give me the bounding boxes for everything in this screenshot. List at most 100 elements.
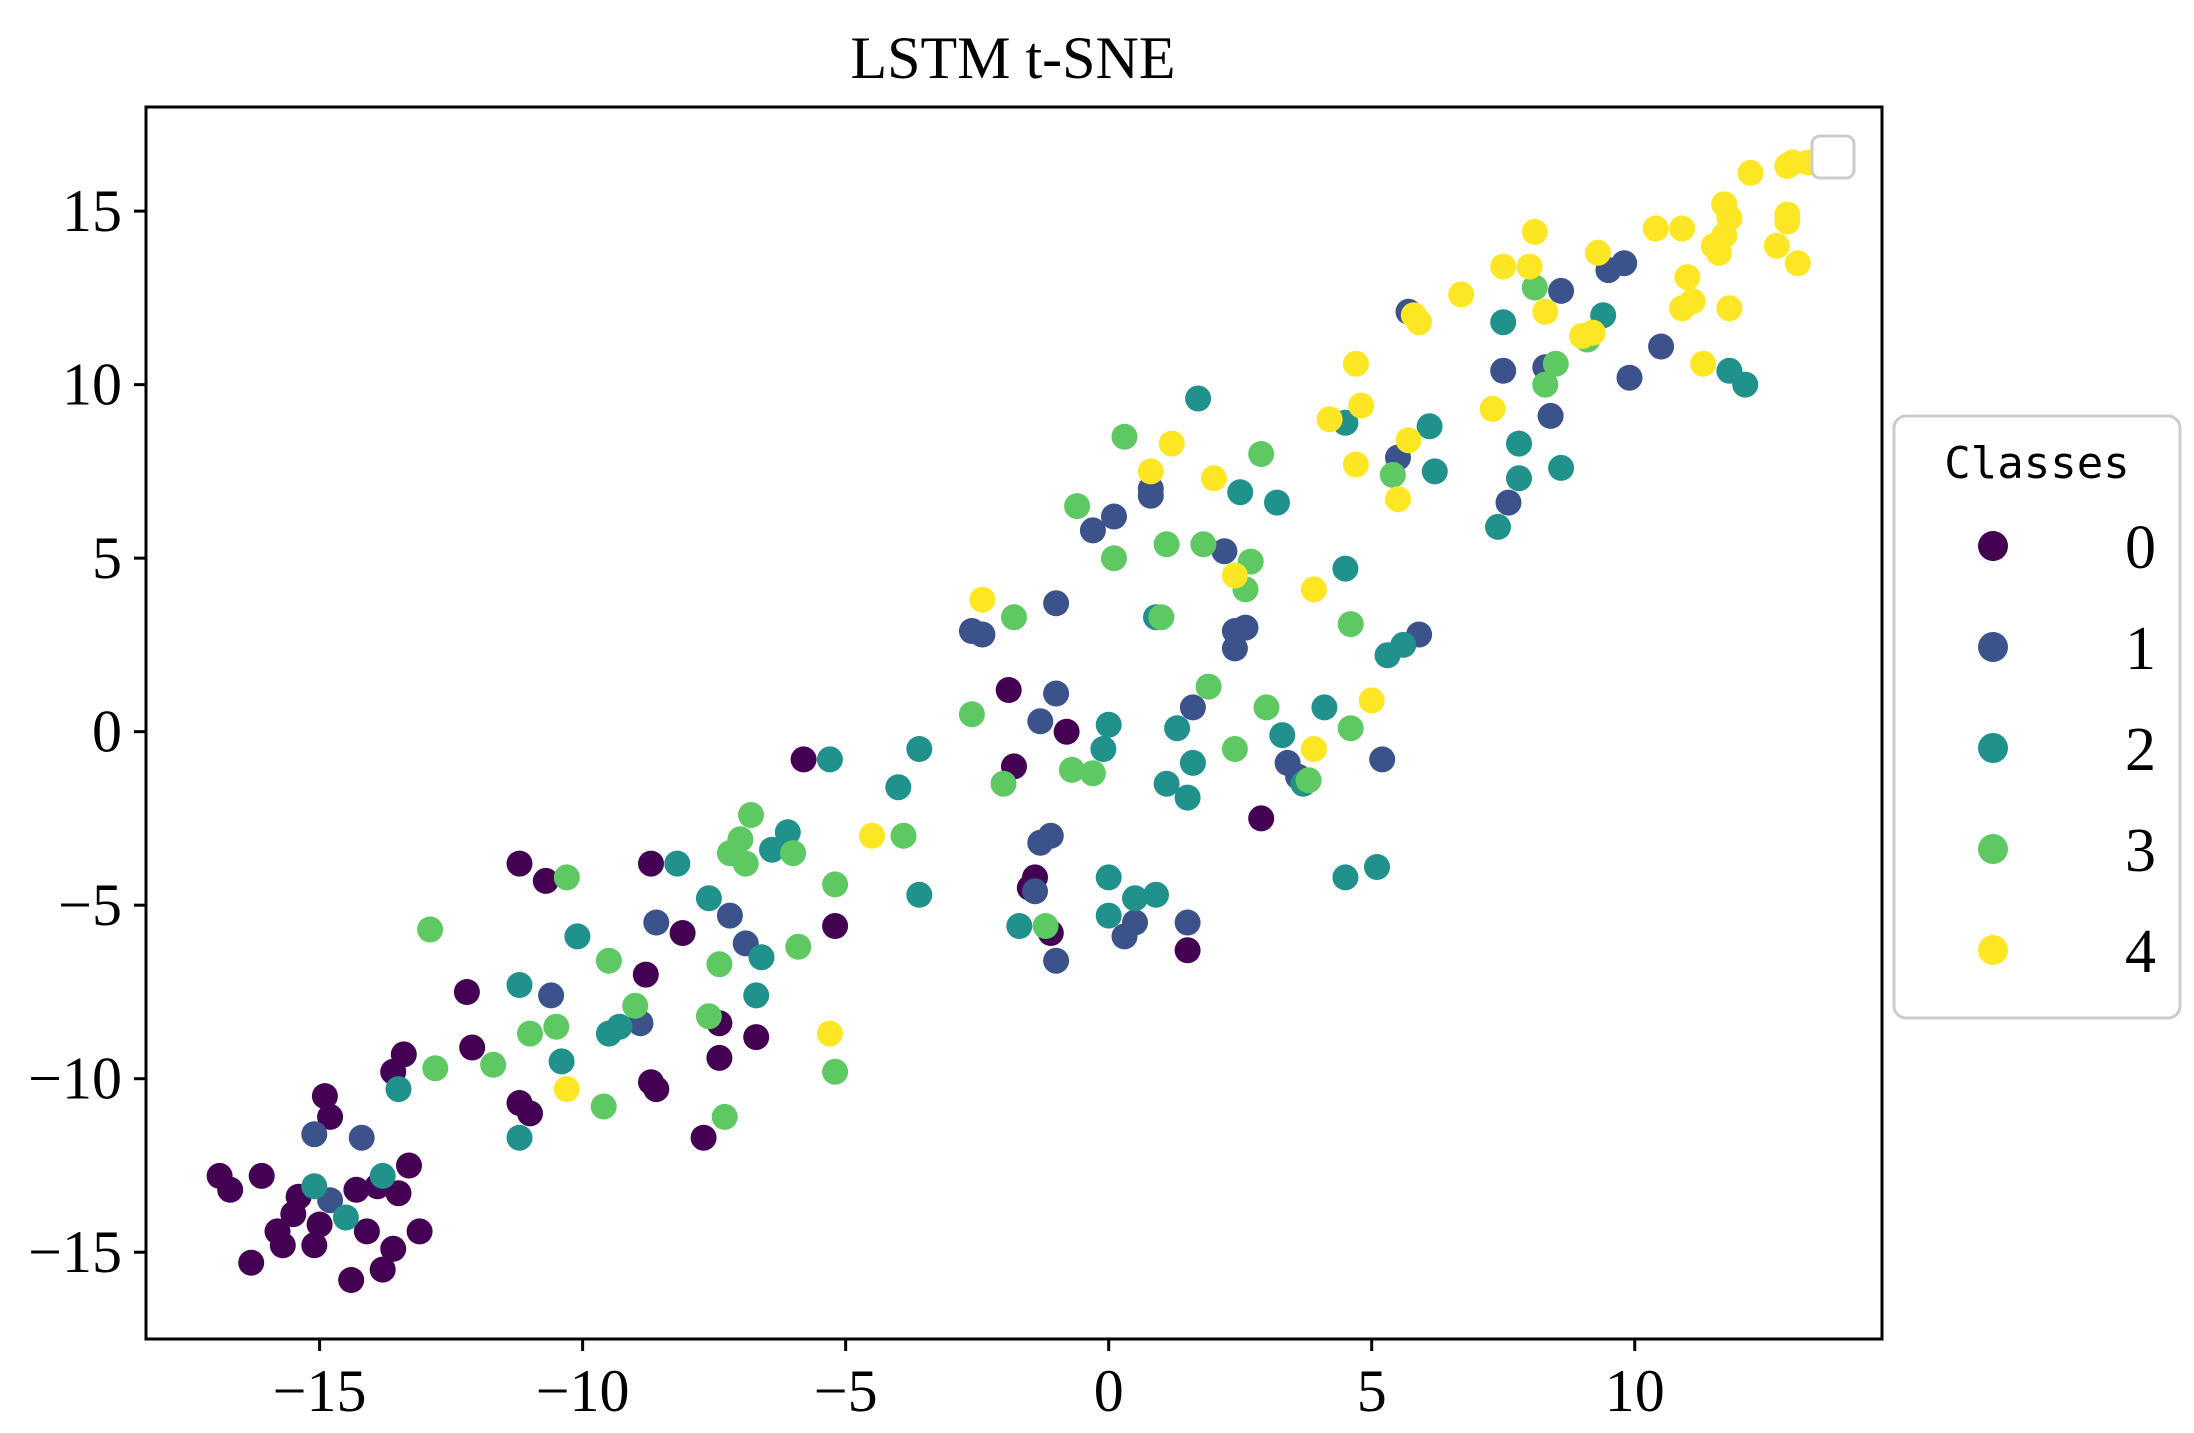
point-class-0 [338,1267,365,1293]
point-class-2 [1090,736,1117,762]
point-class-2 [301,1173,328,1200]
point-class-3 [422,1055,449,1082]
point-class-2 [564,923,591,950]
point-class-3 [1190,531,1217,558]
point-class-2 [695,885,722,912]
point-class-4 [1300,576,1327,603]
point-class-4 [1669,215,1696,242]
point-class-3 [553,864,580,891]
point-class-0 [1174,937,1201,964]
point-class-4 [1300,736,1327,762]
point-class-3 [1248,441,1275,467]
point-class-1 [1211,538,1238,565]
point-class-3 [822,871,849,898]
point-class-1 [1616,364,1643,391]
point-class-4 [1385,486,1411,513]
point-class-1 [1122,909,1148,936]
point-class-4 [1342,451,1369,478]
point-class-4 [1137,458,1164,485]
point-class-3 [706,951,733,978]
point-class-3 [417,916,444,943]
point-class-3 [727,826,754,853]
chart-title: LSTM t-SNE [850,25,1175,91]
point-class-4 [1448,281,1475,308]
point-class-1 [301,1121,328,1148]
point-class-2 [748,944,775,971]
x-tick-label: 10 [1605,1358,1665,1424]
point-class-3 [590,1093,617,1120]
point-class-4 [1579,319,1606,346]
point-class-4 [1584,239,1611,266]
point-class-0 [459,1034,486,1061]
point-class-4 [1774,208,1801,235]
point-class-3 [1521,274,1548,301]
point-class-2 [332,1204,359,1231]
legend-marker-class-1 [1978,632,2008,662]
point-class-1 [348,1124,375,1151]
point-class-4 [1200,465,1227,492]
point-class-2 [369,1162,396,1189]
point-class-2 [1153,770,1180,797]
point-class-1 [1101,503,1127,530]
point-class-1 [1490,357,1517,384]
point-class-2 [1390,631,1417,658]
point-class-2 [816,746,843,773]
point-class-0 [396,1152,422,1179]
point-class-0 [301,1232,328,1259]
point-class-0 [217,1176,244,1203]
point-class-0 [638,850,664,877]
point-class-1 [1027,708,1054,735]
x-tick-label: 0 [1094,1358,1124,1424]
legend-marker-class-3 [1978,834,2008,864]
point-class-1 [1611,250,1638,277]
point-class-0 [632,961,659,988]
point-class-3 [1058,756,1085,783]
point-class-3 [1337,611,1364,638]
legend-marker-class-2 [1978,733,2008,763]
legend-marker-class-4 [1978,935,2008,965]
point-class-2 [1095,902,1122,929]
y-tick-label: 0 [92,699,122,765]
point-class-1 [1179,694,1206,721]
point-class-0 [248,1162,275,1189]
point-class-0 [380,1235,407,1262]
point-class-4 [1358,687,1385,714]
legend-label-class-2: 2 [2125,716,2156,784]
empty-legend-box [1810,134,1856,180]
point-class-0 [306,1211,333,1238]
point-class-1 [1495,489,1522,516]
legend-marker-class-0 [1978,531,2008,561]
point-class-1 [1174,909,1201,936]
point-class-4 [1158,430,1185,457]
point-class-4 [1784,250,1811,277]
point-class-0 [790,746,817,773]
point-class-4 [1316,406,1343,433]
point-class-2 [1421,458,1448,485]
point-class-4 [1642,215,1669,242]
point-class-4 [1479,395,1506,422]
point-class-0 [743,1024,770,1051]
point-class-0 [406,1218,433,1245]
point-class-0 [995,677,1022,703]
point-class-2 [759,836,785,863]
point-class-3 [1064,493,1091,520]
point-class-3 [1295,767,1322,794]
x-tick-label: −15 [273,1358,367,1424]
point-class-3 [1032,913,1059,939]
point-class-4 [1521,218,1548,245]
point-class-3 [738,802,764,828]
point-class-2 [1122,885,1148,912]
y-tick-label: 5 [92,525,122,591]
point-class-0 [311,1083,338,1110]
point-class-2 [1332,555,1359,582]
point-class-4 [816,1020,843,1047]
point-class-4 [1348,392,1375,419]
point-class-2 [774,819,801,846]
point-class-3 [1148,604,1175,631]
point-class-0 [1053,718,1080,745]
legend-label-class-4: 4 [2125,918,2156,986]
point-class-4 [1674,264,1701,291]
point-class-2 [385,1076,412,1103]
point-class-3 [822,1058,849,1085]
